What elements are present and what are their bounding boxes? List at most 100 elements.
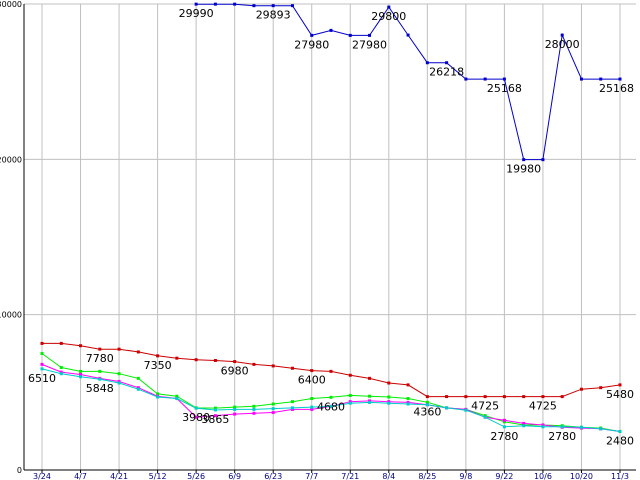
data-label: 7350	[144, 359, 172, 372]
data-point	[213, 406, 217, 410]
data-point	[329, 28, 333, 32]
data-point	[156, 392, 160, 396]
data-label: 6400	[298, 374, 326, 387]
data-point	[271, 402, 275, 406]
y-tick-labels: 0 10000 20000 30000	[0, 0, 22, 475]
data-point	[98, 347, 102, 351]
series-line-0	[196, 3, 620, 161]
series-line-2	[41, 353, 621, 432]
axes	[23, 4, 636, 473]
data-point	[618, 383, 622, 387]
data-point	[213, 408, 217, 412]
data-point	[445, 395, 449, 399]
data-point	[599, 386, 603, 390]
data-label: 29893	[256, 9, 291, 22]
data-point	[618, 429, 622, 433]
data-point	[445, 61, 449, 65]
data-point	[290, 407, 294, 411]
x-tick-label: 7/21	[341, 472, 359, 480]
data-point	[541, 158, 545, 162]
x-tick-label: 8/4	[382, 472, 395, 480]
data-label: 27980	[294, 38, 329, 51]
data-point	[522, 158, 526, 162]
data-point	[213, 2, 217, 6]
data-label: 4725	[529, 400, 557, 413]
data-label: 5848	[86, 382, 114, 395]
data-point	[310, 397, 314, 401]
series-points	[40, 2, 622, 433]
data-point	[79, 369, 83, 373]
data-point	[406, 397, 410, 401]
data-point	[387, 381, 391, 385]
data-label: 4360	[413, 405, 441, 418]
x-tick-label: 5/26	[187, 472, 205, 480]
data-point	[541, 423, 545, 427]
data-label: 7780	[86, 352, 114, 365]
data-point	[522, 424, 526, 428]
data-point	[136, 386, 140, 390]
data-point	[502, 420, 506, 424]
data-point	[156, 354, 160, 358]
data-point	[387, 401, 391, 405]
data-point	[348, 400, 352, 404]
data-point	[464, 408, 468, 412]
data-point	[406, 400, 410, 404]
data-point	[252, 407, 256, 411]
data-point	[387, 400, 391, 404]
data-point	[425, 403, 429, 407]
data-point	[59, 372, 63, 376]
data-point	[522, 395, 526, 399]
data-point	[560, 33, 564, 37]
data-point	[464, 77, 468, 81]
y-tick-label: 20000	[0, 155, 22, 164]
data-point	[579, 387, 583, 391]
data-point	[40, 367, 44, 371]
data-point	[329, 369, 333, 373]
data-point	[59, 370, 63, 374]
data-label: 29800	[371, 10, 406, 23]
data-point	[502, 395, 506, 399]
data-point	[541, 395, 545, 399]
data-point	[40, 352, 44, 355]
data-point	[483, 77, 487, 81]
data-point	[194, 358, 198, 362]
data-point	[618, 77, 622, 81]
data-point	[233, 405, 237, 409]
y-tick-label: 10000	[0, 311, 22, 320]
data-label: 6980	[221, 365, 249, 378]
y-tick-label: 0	[17, 466, 22, 475]
x-tick-label: 6/9	[228, 472, 241, 480]
data-label: 29990	[179, 7, 214, 20]
data-point	[175, 394, 179, 398]
x-tick-label: 6/23	[264, 472, 282, 480]
x-tick-label: 4/21	[110, 472, 128, 480]
data-point	[136, 387, 140, 391]
x-tick-label: 5/12	[149, 472, 167, 480]
data-point	[483, 414, 487, 418]
y-tick-label: 30000	[0, 0, 22, 9]
data-point	[368, 376, 372, 380]
data-point	[233, 412, 237, 416]
data-point	[348, 33, 352, 37]
data-point	[368, 33, 372, 37]
data-point	[79, 375, 83, 379]
data-point	[406, 402, 410, 406]
data-point	[117, 372, 121, 376]
data-point	[348, 373, 352, 377]
data-point	[599, 427, 603, 431]
data-label: 27980	[352, 38, 387, 51]
data-label: 5480	[606, 388, 634, 401]
data-point	[59, 365, 63, 369]
data-point	[290, 4, 294, 8]
data-point	[425, 395, 429, 399]
data-point	[541, 425, 545, 429]
data-label: 26218	[429, 66, 464, 79]
data-point	[252, 4, 256, 8]
x-tick-label: 9/8	[459, 472, 472, 480]
data-point	[117, 347, 121, 351]
data-label: 4725	[471, 400, 499, 413]
data-point	[329, 404, 333, 408]
data-point	[59, 341, 63, 345]
